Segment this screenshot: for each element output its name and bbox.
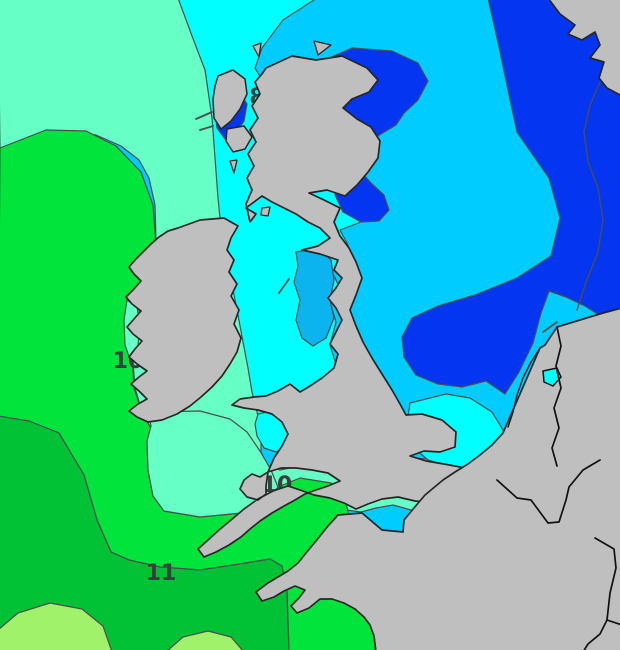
- land-hebrides-south: [225, 125, 253, 153]
- sea-band-sky-irish-sea: [293, 247, 335, 347]
- contour-tick-irish-sea: [278, 278, 290, 294]
- land-hebrides-north: [212, 69, 248, 130]
- land-islet-islay: [260, 206, 271, 217]
- sea-band-dark-blue-east: [401, 0, 620, 395]
- land-fair-isle-triangle: [313, 40, 332, 56]
- land-great-britain: [197, 55, 473, 558]
- contour-tick-netherlands: [542, 321, 558, 333]
- water-ijsselmeer: [542, 367, 562, 387]
- land-islet-tiree: [229, 159, 238, 174]
- land-islet-north: [252, 42, 262, 58]
- land-ireland: [125, 217, 242, 423]
- border-belgium-france: [496, 459, 601, 524]
- sea-band-dark-green: [0, 415, 290, 650]
- border-netherlands-germany: [551, 326, 562, 467]
- land-continent: [255, 307, 620, 650]
- border-east-1: [583, 537, 617, 650]
- contour-line-norway-sea: [576, 81, 604, 311]
- sea-band-yellow-green-mid: [167, 630, 244, 650]
- coastline-netherlands-inner: [507, 347, 541, 428]
- sea-band-yellow-green-west: [0, 602, 112, 650]
- contour-tick-hebrides-2: [199, 125, 214, 131]
- contour-label-11-3: 11: [146, 561, 177, 586]
- contour-tick-hebrides-1: [195, 111, 213, 120]
